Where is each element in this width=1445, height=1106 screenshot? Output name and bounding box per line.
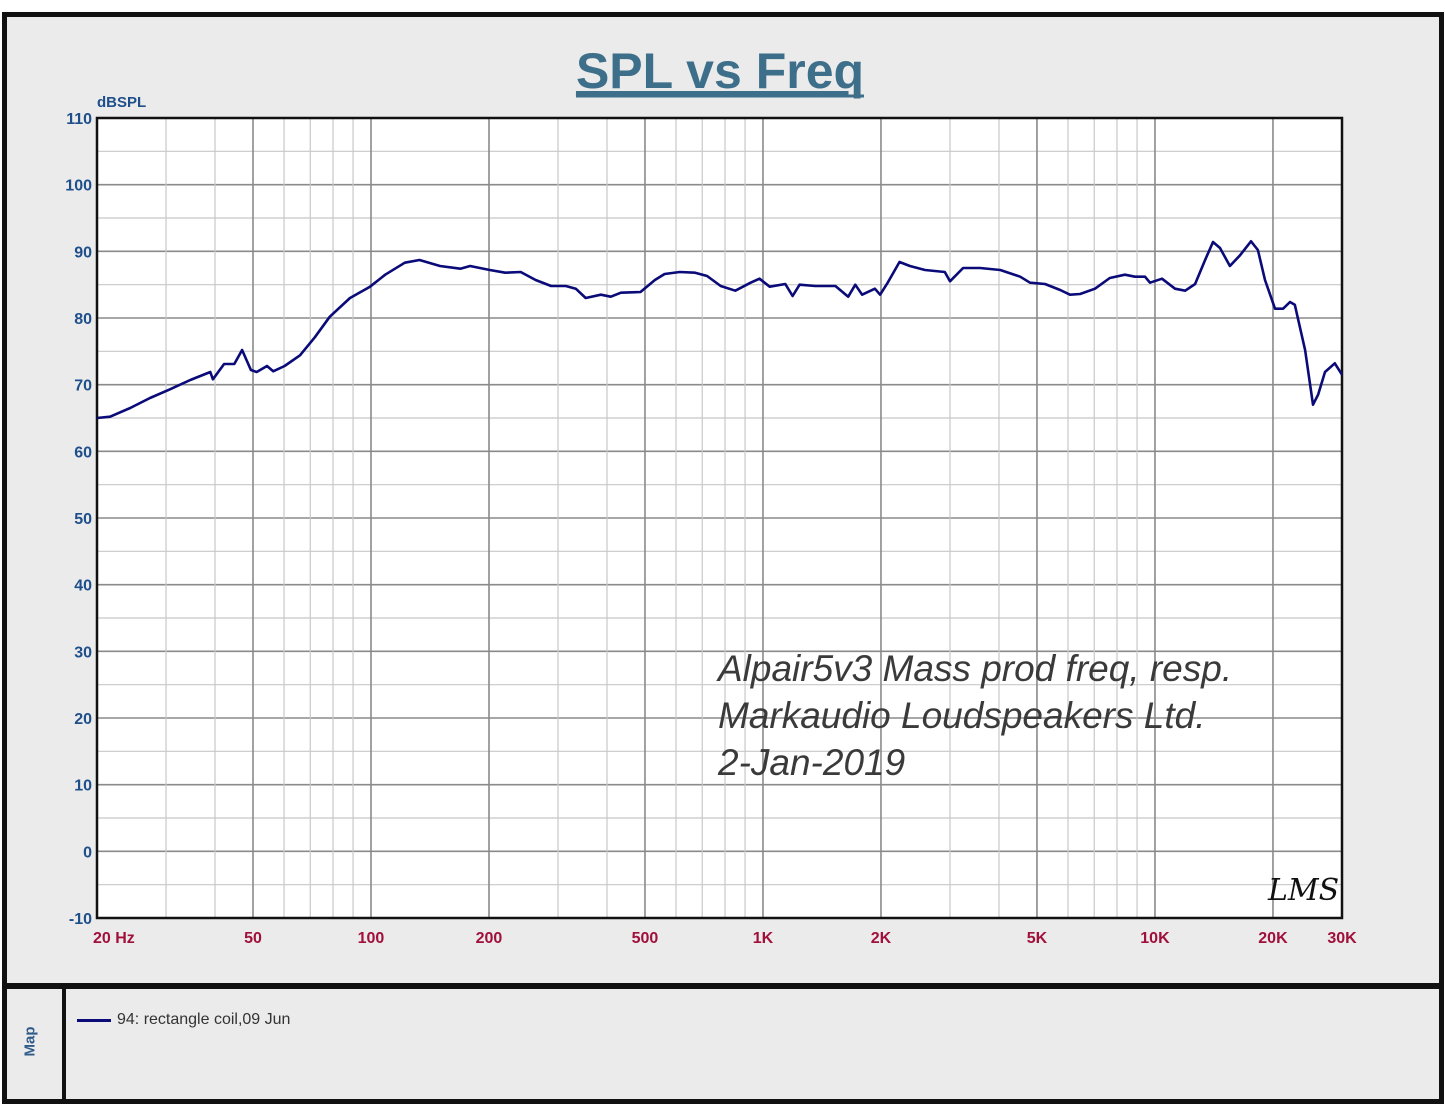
x-tick-label: 5K bbox=[1027, 930, 1048, 947]
x-tick-label: 100 bbox=[358, 930, 385, 947]
map-tab-label: Map bbox=[21, 1026, 39, 1057]
y-tick-label: 80 bbox=[74, 311, 92, 328]
x-tick-label: 20 Hz bbox=[93, 930, 135, 947]
y-tick-label: 100 bbox=[65, 178, 92, 195]
y-tick-label: 30 bbox=[74, 644, 92, 661]
annotation-line: Markaudio Loudspeakers Ltd. bbox=[718, 695, 1205, 736]
chart-title: SPL vs Freq bbox=[576, 43, 864, 99]
x-tick-label: 500 bbox=[632, 930, 659, 947]
y-tick-label: 40 bbox=[74, 578, 92, 595]
y-tick-label: 70 bbox=[74, 378, 92, 395]
y-tick-label: -10 bbox=[69, 911, 92, 928]
y-tick-label: 60 bbox=[74, 444, 92, 461]
x-tick-label: 1K bbox=[753, 930, 774, 947]
annotation-line: 2-Jan-2019 bbox=[717, 742, 905, 783]
y-tick-label: 90 bbox=[74, 244, 92, 261]
y-tick-label: 110 bbox=[66, 111, 92, 128]
x-tick-label: 30K bbox=[1327, 930, 1357, 947]
plot-border bbox=[95, 116, 1344, 920]
lms-logo: LMS bbox=[1267, 873, 1339, 908]
annotation-line: Alpair5v3 Mass prod freq, resp. bbox=[716, 648, 1232, 689]
x-tick-label: 20K bbox=[1258, 930, 1288, 947]
legend-entry: 94: rectangle coil,09 Jun bbox=[77, 1011, 290, 1029]
x-tick-label: 200 bbox=[476, 930, 503, 947]
y-axis-label: dBSPL bbox=[97, 94, 146, 111]
series-line bbox=[96, 240, 1344, 420]
y-tick-label: 0 bbox=[83, 844, 92, 861]
map-tab[interactable]: Map bbox=[7, 989, 66, 1099]
y-tick-label: 10 bbox=[74, 778, 92, 795]
x-tick-label: 2K bbox=[871, 930, 892, 947]
x-tick-label: 50 bbox=[244, 930, 262, 947]
legend-panel: Map 94: rectangle coil,09 Jun bbox=[2, 984, 1444, 1104]
y-tick-label: 20 bbox=[74, 711, 92, 728]
legend-line-swatch bbox=[77, 1018, 111, 1022]
y-tick-label: 50 bbox=[74, 511, 92, 528]
legend-label: 94: rectangle coil,09 Jun bbox=[117, 1011, 291, 1028]
x-tick-label: 10K bbox=[1140, 930, 1170, 947]
